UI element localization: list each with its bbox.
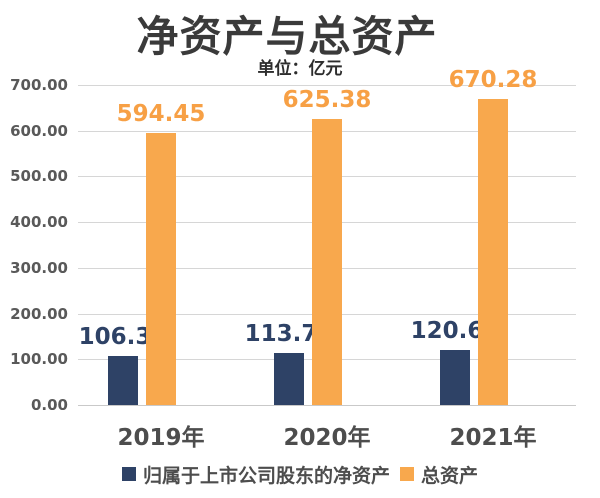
grid-line — [78, 405, 576, 406]
legend: 归属于上市公司股东的净资产 总资产 — [0, 461, 600, 488]
bar-total-assets — [478, 98, 508, 405]
legend-label: 归属于上市公司股东的净资产 — [142, 464, 390, 487]
y-tick-label: 100.00 — [10, 350, 68, 369]
y-tick-label: 700.00 — [10, 76, 68, 94]
bar-net-assets — [440, 349, 470, 405]
bar-total-assets — [312, 119, 342, 405]
legend-swatch — [400, 467, 414, 481]
legend-item-total-assets: 总资产 — [400, 461, 478, 488]
bar-value-label: 625.38 — [282, 87, 372, 114]
bar-value-label: 594.45 — [116, 101, 206, 128]
x-tick-label: 2020年 — [283, 425, 371, 451]
grid-line — [78, 85, 576, 86]
plot-area: 106.31 594.45 113.75 625.38 120.60 670.28 — [78, 68, 576, 406]
bar-total-assets — [146, 133, 176, 405]
x-tick-label: 2021年 — [449, 425, 537, 451]
y-axis: 700.00 600.00 500.00 400.00 300.00 200.00 100.… — [0, 76, 68, 414]
legend-swatch — [121, 467, 136, 481]
chart-unit-label: 单位：亿元 — [257, 59, 343, 79]
bar-value-label: 670.28 — [448, 66, 538, 93]
bar-net-assets — [108, 356, 138, 405]
y-tick-label: 300.00 — [10, 258, 68, 277]
legend-item-net-assets: 归属于上市公司股东的净资产 — [121, 461, 390, 488]
bar-net-assets — [274, 353, 304, 405]
y-tick-label: 0.00 — [30, 396, 68, 414]
y-tick-label: 200.00 — [10, 304, 68, 323]
x-tick-label: 2019年 — [117, 425, 205, 451]
chart-title: 净资产与总资产 — [136, 12, 438, 61]
legend-label: 总资产 — [421, 464, 479, 487]
x-axis: 2019年 2020年 2021年 — [78, 414, 576, 451]
y-tick-label: 600.00 — [10, 121, 68, 140]
y-tick-label: 400.00 — [10, 213, 68, 232]
y-tick-label: 500.00 — [10, 167, 68, 186]
